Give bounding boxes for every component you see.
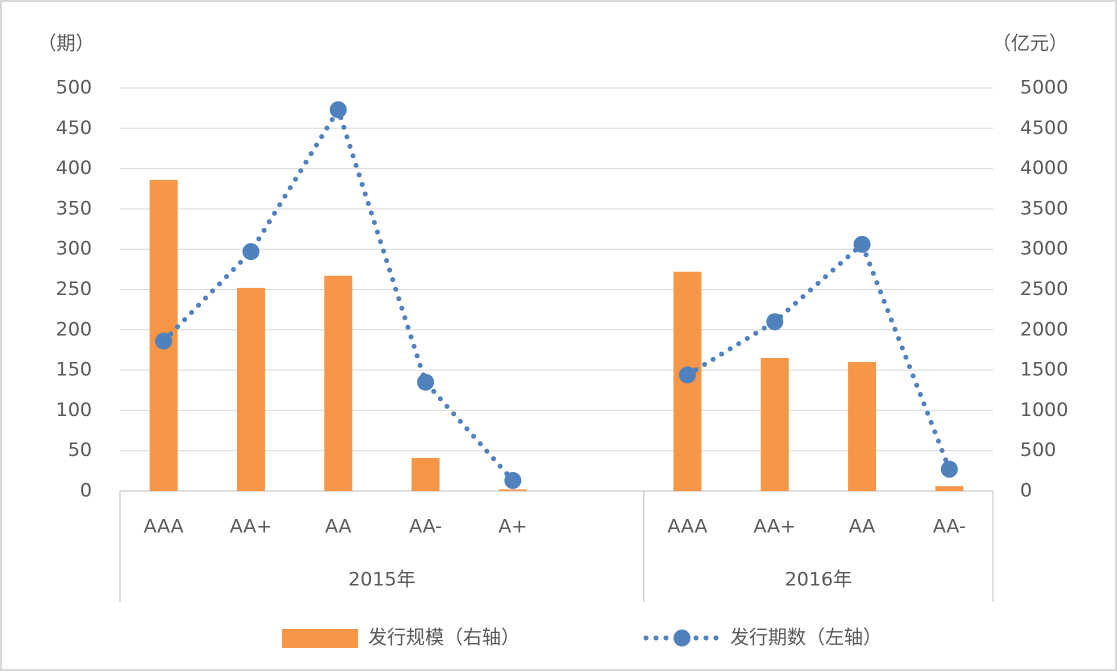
y-tick-label: 150 bbox=[56, 359, 92, 381]
line-marker bbox=[678, 366, 696, 384]
y-tick-label: 350 bbox=[56, 197, 92, 219]
y2-tick-label: 0 bbox=[1020, 480, 1032, 502]
y2-axis-title: （亿元） bbox=[992, 33, 1068, 55]
legend-marker bbox=[673, 629, 691, 647]
y-tick-label: 450 bbox=[56, 117, 92, 139]
bar bbox=[848, 362, 877, 491]
y2-tick-label: 2500 bbox=[1020, 278, 1068, 300]
group-label: 2016年 bbox=[785, 569, 852, 591]
line-marker bbox=[853, 235, 871, 253]
line-marker bbox=[329, 101, 347, 119]
y2-tick-label: 4000 bbox=[1020, 157, 1068, 179]
x-tick-label: AA bbox=[325, 516, 352, 538]
y2-tick-label: 1000 bbox=[1020, 399, 1068, 421]
y2-tick-label: 3000 bbox=[1020, 238, 1068, 260]
legend-label: 发行期数（左轴） bbox=[730, 627, 882, 649]
y-tick-label: 300 bbox=[56, 238, 92, 260]
line-marker bbox=[504, 472, 522, 490]
line-marker bbox=[155, 332, 173, 350]
x-tick-label: AA- bbox=[409, 516, 442, 538]
bar bbox=[935, 486, 964, 491]
y2-tick-label: 5000 bbox=[1020, 77, 1068, 99]
bar bbox=[760, 358, 789, 491]
bar bbox=[324, 275, 353, 491]
line-marker bbox=[417, 373, 435, 391]
y-tick-label: 250 bbox=[56, 278, 92, 300]
y-tick-label: 200 bbox=[56, 318, 92, 340]
y-tick-label: 0 bbox=[80, 480, 92, 502]
x-tick-label: A+ bbox=[498, 516, 527, 538]
bar bbox=[411, 457, 440, 491]
x-tick-label: AA bbox=[849, 516, 876, 538]
line-marker bbox=[242, 243, 260, 261]
legend-label: 发行规模（右轴） bbox=[368, 627, 520, 649]
x-tick-label: AAA bbox=[667, 516, 707, 538]
line-marker bbox=[940, 460, 958, 478]
y2-tick-label: 1500 bbox=[1020, 359, 1068, 381]
x-tick-label: AAA bbox=[144, 516, 184, 538]
y2-tick-label: 2000 bbox=[1020, 318, 1068, 340]
x-tick-label: AA- bbox=[933, 516, 966, 538]
x-tick-label: AA+ bbox=[754, 516, 796, 538]
y2-tick-label: 500 bbox=[1020, 439, 1056, 461]
group-label: 2015年 bbox=[348, 569, 415, 591]
y-tick-label: 100 bbox=[56, 399, 92, 421]
legend-swatch bbox=[282, 629, 358, 648]
y-tick-label: 500 bbox=[56, 77, 92, 99]
y-tick-label: 400 bbox=[56, 157, 92, 179]
y2-tick-label: 4500 bbox=[1020, 117, 1068, 139]
y2-tick-label: 3500 bbox=[1020, 197, 1068, 219]
bar bbox=[498, 489, 527, 491]
y-tick-label: 50 bbox=[68, 439, 92, 461]
line-marker bbox=[766, 313, 784, 331]
y-axis-title: （期） bbox=[37, 33, 94, 55]
x-tick-label: AA+ bbox=[230, 516, 272, 538]
bar bbox=[236, 287, 265, 491]
